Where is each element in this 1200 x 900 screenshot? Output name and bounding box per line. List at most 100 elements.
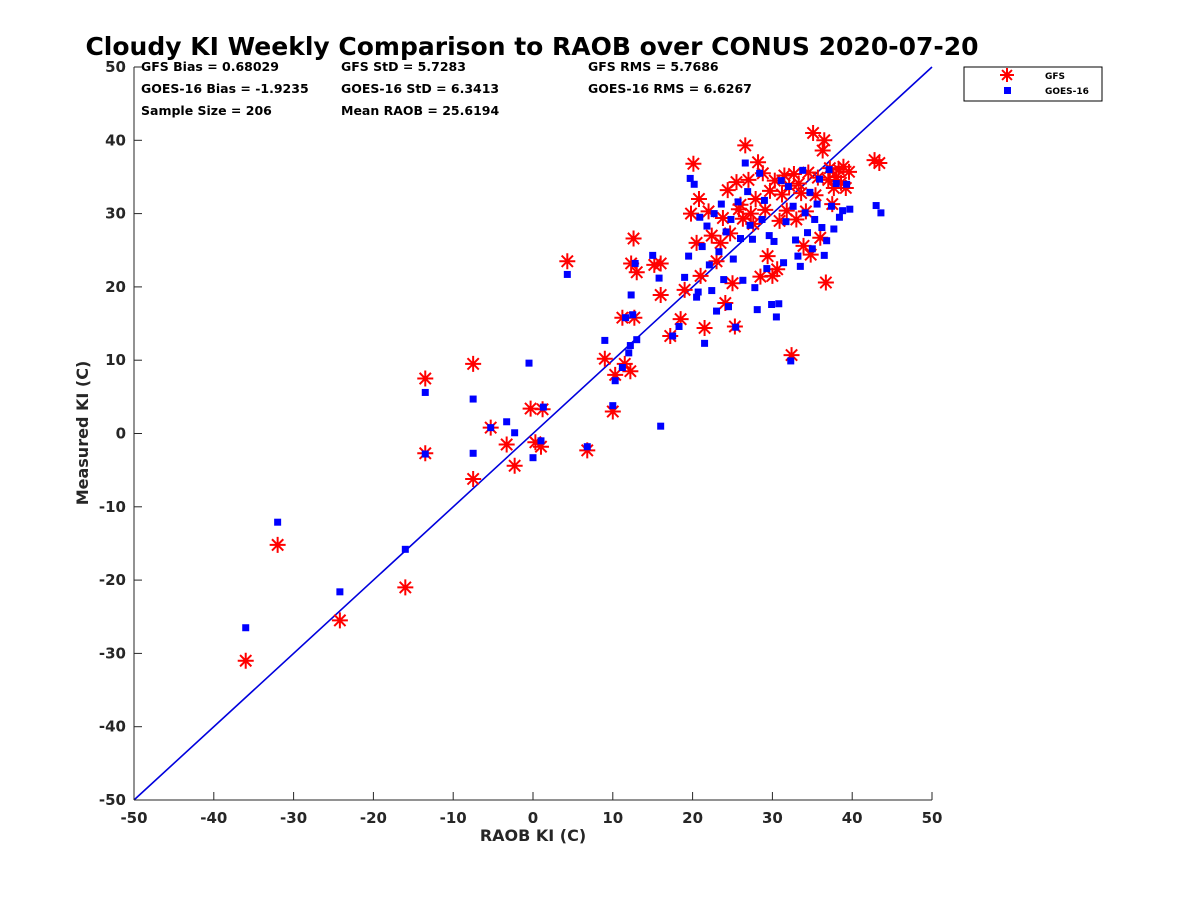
goes16-point — [839, 207, 847, 215]
gfs-point — [841, 163, 858, 180]
stat-goes-rms: GOES-16 RMS = 6.6267 — [588, 81, 752, 96]
gfs-point — [397, 579, 414, 596]
goes16-point — [775, 300, 783, 308]
goes16-point — [835, 213, 843, 221]
gfs-point — [465, 355, 482, 372]
gfs-point — [652, 255, 669, 272]
gfs-point-shape — [700, 203, 717, 220]
gfs-point — [778, 202, 795, 219]
gfs-point — [766, 172, 783, 189]
gfs-point-shape — [532, 438, 549, 455]
gfs-point — [769, 261, 786, 278]
gfs-point-shape — [737, 137, 754, 154]
stats-annotations: GFS Bias = 0.68029 GFS StD = 5.7283 GFS … — [141, 59, 752, 118]
gfs-point — [652, 286, 669, 303]
goes16-point — [583, 443, 591, 451]
gfs-point — [722, 225, 739, 242]
gfs-point-shape — [747, 190, 764, 207]
gfs-point-shape — [764, 267, 781, 284]
goes16-point — [768, 300, 776, 308]
y-tick-label: 50 — [105, 58, 126, 76]
gfs-point — [522, 400, 539, 417]
gfs-point — [692, 267, 709, 284]
gfs-point — [685, 155, 702, 172]
goes16-point — [813, 200, 821, 208]
goes16-point — [713, 307, 721, 315]
gfs-point-shape — [719, 182, 736, 199]
gfs-point — [737, 137, 754, 154]
gfs-point-shape — [579, 442, 596, 459]
goes16-point — [609, 402, 617, 410]
gfs-point-shape — [750, 154, 767, 171]
gfs-point-shape — [703, 227, 720, 244]
gfs-point — [625, 230, 642, 247]
goes16-point — [823, 237, 831, 245]
goes16-point — [633, 336, 641, 344]
goes16-point — [744, 188, 752, 196]
gfs-point-shape — [728, 174, 745, 191]
gfs-point-shape — [805, 124, 822, 141]
x-tick-label: 10 — [602, 809, 623, 827]
goes16-point — [611, 377, 619, 385]
gfs-point — [559, 253, 576, 270]
gfs-point-shape — [498, 436, 515, 453]
goes16-point — [729, 255, 737, 263]
gfs-point-shape — [722, 225, 739, 242]
goes16-point — [811, 215, 819, 223]
goes16-point — [777, 177, 785, 185]
goes16-point — [832, 180, 840, 188]
gfs-point-shape — [465, 470, 482, 487]
gfs-point — [807, 187, 824, 204]
gfs-point — [866, 152, 883, 169]
goes16-point — [242, 624, 250, 632]
goes16-point — [336, 588, 344, 596]
gfs-point — [752, 268, 769, 285]
gfs-point-shape — [812, 229, 829, 246]
gfs-point-shape — [646, 256, 663, 273]
goes16-point — [693, 293, 701, 301]
goes16-point — [274, 518, 282, 526]
goes16-point — [401, 545, 409, 553]
goes16-point — [746, 221, 754, 229]
gfs-point-shape — [724, 275, 741, 292]
gfs-point — [703, 227, 720, 244]
gfs-point-shape — [688, 234, 705, 251]
goes16-point — [756, 169, 764, 177]
gfs-point-shape — [690, 190, 707, 207]
gfs-point — [750, 154, 767, 171]
goes16-point — [727, 215, 735, 223]
gfs-point — [830, 161, 847, 178]
gfs-point — [764, 267, 781, 284]
gfs-point — [237, 652, 254, 669]
goes16-point — [525, 359, 533, 367]
gfs-point-shape — [712, 234, 729, 251]
gfs-point — [759, 248, 776, 265]
gfs-point-shape — [714, 210, 731, 226]
gfs-point-shape — [802, 246, 819, 263]
gfs-point-shape — [785, 166, 802, 183]
goes16-point — [469, 449, 477, 457]
gfs-point — [785, 166, 802, 183]
goes16-point — [804, 229, 812, 237]
y-tick-label: 40 — [105, 131, 126, 149]
gfs-point-shape — [625, 230, 642, 247]
gfs-point — [579, 442, 596, 459]
gfs-point-shape — [596, 350, 613, 367]
gfs-point — [773, 186, 790, 203]
gfs-point — [793, 185, 810, 202]
goes16-point — [825, 166, 833, 174]
chart-title: Cloudy KI Weekly Comparison to RAOB over… — [85, 32, 978, 61]
gfs-point-shape — [742, 205, 759, 222]
gfs-point — [690, 190, 707, 207]
x-tick-label: -30 — [280, 809, 307, 827]
gfs-point — [688, 234, 705, 251]
gfs-point-shape — [652, 255, 669, 272]
gfs-point — [800, 164, 817, 181]
y-tick-label: 30 — [105, 205, 126, 223]
gfs-point-shape — [871, 155, 888, 172]
goes16-point — [877, 209, 885, 217]
gfs-point — [734, 210, 751, 227]
y-tick-label: -50 — [99, 791, 126, 809]
goes16-point — [808, 245, 816, 253]
